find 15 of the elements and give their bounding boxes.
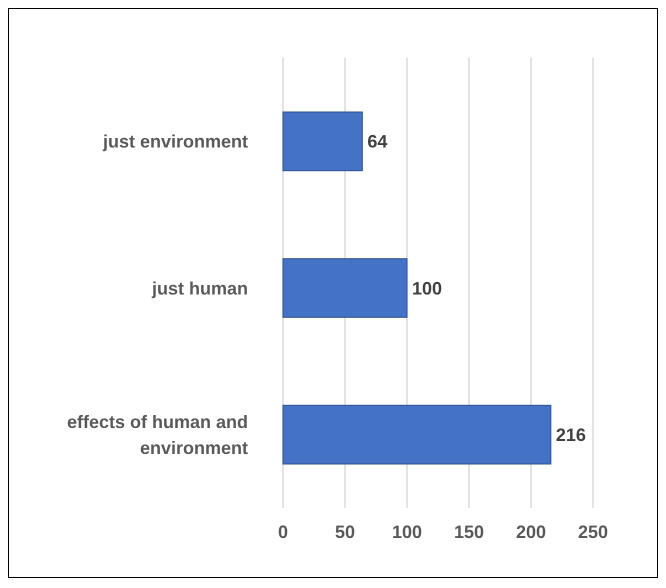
x-tick-label: 100 — [392, 522, 422, 542]
y-tick-label: just human — [150, 278, 248, 298]
data-label: 64 — [367, 132, 388, 152]
data-label: 100 — [412, 278, 442, 298]
x-tick-label: 200 — [516, 522, 546, 542]
y-tick-label: effects of human and environment — [66, 412, 248, 458]
x-tick-label: 0 — [278, 522, 288, 542]
x-tick-label: 250 — [578, 522, 608, 542]
bar — [282, 404, 552, 464]
x-tick-label: 150 — [454, 522, 484, 542]
x-tick-label: 50 — [334, 522, 356, 542]
bar — [282, 112, 363, 172]
bar — [282, 258, 408, 318]
y-tick-label: just environment — [102, 132, 248, 152]
data-label: 216 — [556, 424, 586, 445]
